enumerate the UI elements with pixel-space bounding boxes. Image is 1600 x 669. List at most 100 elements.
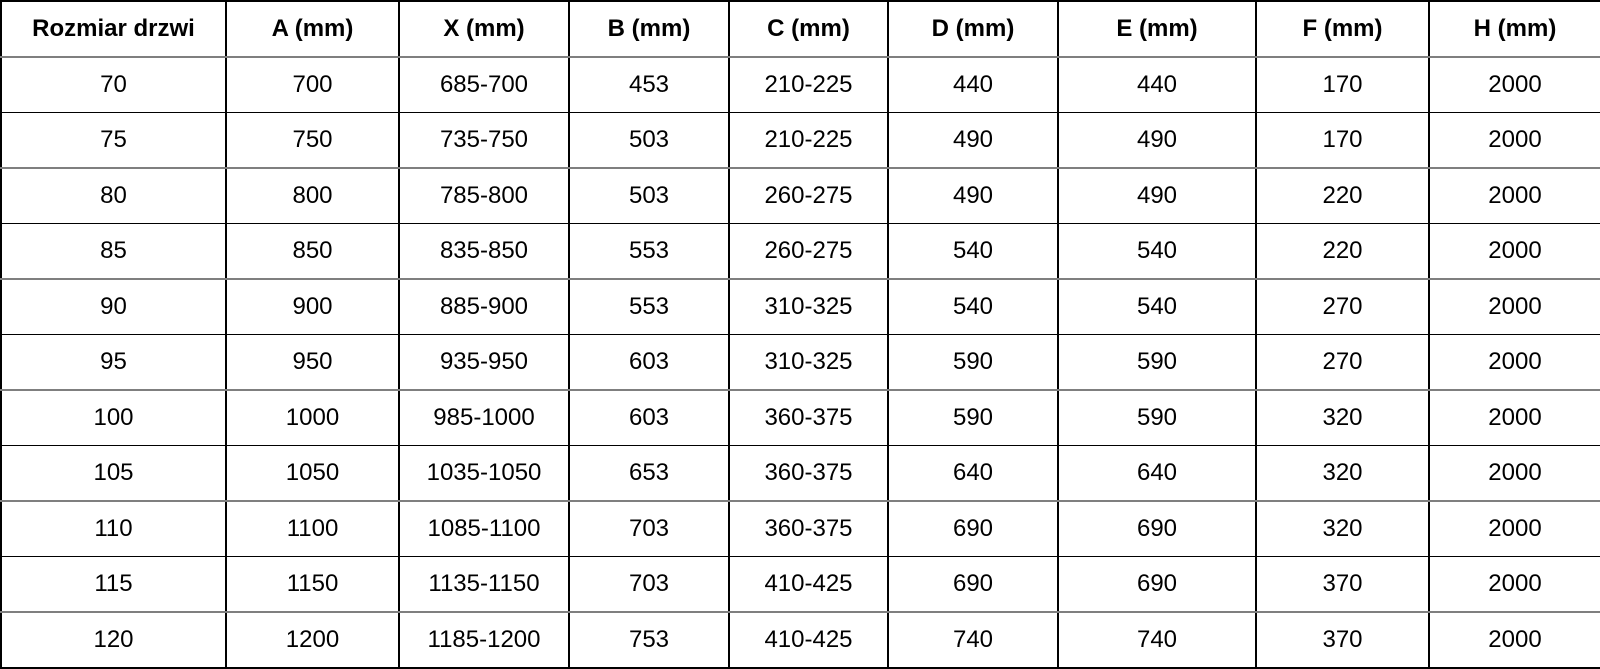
dimension-cell: 210-225 [728,112,889,169]
table-row: 115 1150 1135-1150 703 410-425 690 690 370 2000 [0,556,1600,613]
dimension-cell: 170 [1255,56,1430,113]
dimension-cell: 690 [887,556,1059,613]
dimension-cell: 2000 [1428,556,1600,613]
dimension-cell: 490 [1057,112,1257,169]
dimension-cell: 2000 [1428,611,1600,669]
dimension-cell: 653 [568,445,730,502]
dimension-cell: 210-225 [728,56,889,113]
dimension-cell: 553 [568,223,730,280]
dimension-cell: 640 [1057,445,1257,502]
dimension-cell: 320 [1255,389,1430,446]
table-row: 95 950 935-950 603 310-325 590 590 270 2000 [0,334,1600,391]
table-row: 110 1100 1085-1100 703 360-375 690 690 320 2000 [0,500,1600,557]
column-header-h: H (mm) [1428,0,1600,58]
dimension-cell: 170 [1255,112,1430,169]
dimension-cell: 1100 [225,500,400,557]
door-size-cell: 95 [0,334,227,391]
dimension-cell: 410-425 [728,556,889,613]
dimension-cell: 540 [887,223,1059,280]
dimension-cell: 2000 [1428,56,1600,113]
dimension-cell: 2000 [1428,389,1600,446]
dimension-cell: 785-800 [398,167,570,224]
dimension-cell: 900 [225,278,400,335]
table-row: 70 700 685-700 453 210-225 440 440 170 2000 [0,56,1600,113]
door-size-cell: 80 [0,167,227,224]
dimension-cell: 220 [1255,223,1430,280]
table-row: 90 900 885-900 553 310-325 540 540 270 2000 [0,278,1600,335]
dimension-cell: 590 [1057,334,1257,391]
dimension-cell: 950 [225,334,400,391]
table-row: 80 800 785-800 503 260-275 490 490 220 2000 [0,167,1600,224]
dimension-cell: 270 [1255,334,1430,391]
dimension-cell: 1200 [225,611,400,669]
table-row: 120 1200 1185-1200 753 410-425 740 740 370 2000 [0,611,1600,669]
column-header-f: F (mm) [1255,0,1430,58]
table-row: 100 1000 985-1000 603 360-375 590 590 320 2000 [0,389,1600,446]
dimension-cell: 2000 [1428,334,1600,391]
column-header-a: A (mm) [225,0,400,58]
dimension-cell: 1035-1050 [398,445,570,502]
dimension-cell: 700 [225,56,400,113]
dimension-cell: 753 [568,611,730,669]
dimension-cell: 2000 [1428,112,1600,169]
dimension-cell: 640 [887,445,1059,502]
table-header: Rozmiar drzwi A (mm) X (mm) B (mm) C (mm… [0,0,1600,58]
dimension-cell: 2000 [1428,223,1600,280]
dimension-cell: 440 [1057,56,1257,113]
dimension-cell: 985-1000 [398,389,570,446]
dimension-cell: 690 [887,500,1059,557]
column-header-d: D (mm) [887,0,1059,58]
column-header-c: C (mm) [728,0,889,58]
dimension-cell: 603 [568,334,730,391]
dimension-cell: 370 [1255,556,1430,613]
dimension-cell: 750 [225,112,400,169]
dimension-cell: 503 [568,112,730,169]
dimension-cell: 1050 [225,445,400,502]
dimension-cell: 835-850 [398,223,570,280]
dimension-cell: 310-325 [728,334,889,391]
dimension-cell: 260-275 [728,167,889,224]
dimension-cell: 540 [887,278,1059,335]
dimension-cell: 503 [568,167,730,224]
table-row: 75 750 735-750 503 210-225 490 490 170 2000 [0,112,1600,169]
dimension-cell: 310-325 [728,278,889,335]
dimension-cell: 220 [1255,167,1430,224]
door-size-cell: 75 [0,112,227,169]
door-size-cell: 110 [0,500,227,557]
dimension-cell: 360-375 [728,500,889,557]
door-size-cell: 115 [0,556,227,613]
dimension-cell: 370 [1255,611,1430,669]
dimension-cell: 540 [1057,278,1257,335]
column-header-rozmiar-drzwi: Rozmiar drzwi [0,0,227,58]
dimension-cell: 360-375 [728,445,889,502]
dimension-cell: 270 [1255,278,1430,335]
dimension-cell: 603 [568,389,730,446]
dimension-cell: 703 [568,500,730,557]
table-body: 70 700 685-700 453 210-225 440 440 170 2000 75 750… [0,56,1600,669]
door-size-cell: 85 [0,223,227,280]
dimension-cell: 703 [568,556,730,613]
dimension-cell: 590 [887,334,1059,391]
dimension-cell: 685-700 [398,56,570,113]
door-size-cell: 90 [0,278,227,335]
dimension-cell: 2000 [1428,500,1600,557]
door-size-cell: 120 [0,611,227,669]
column-header-b: B (mm) [568,0,730,58]
dimension-cell: 1150 [225,556,400,613]
door-size-cell: 100 [0,389,227,446]
dimension-cell: 320 [1255,500,1430,557]
header-row: Rozmiar drzwi A (mm) X (mm) B (mm) C (mm… [0,0,1600,58]
dimension-cell: 740 [887,611,1059,669]
column-header-e: E (mm) [1057,0,1257,58]
dimension-cell: 690 [1057,500,1257,557]
dimension-cell: 740 [1057,611,1257,669]
column-header-x: X (mm) [398,0,570,58]
dimension-cell: 553 [568,278,730,335]
dimension-cell: 2000 [1428,278,1600,335]
dimension-cell: 2000 [1428,445,1600,502]
dimension-cell: 490 [887,167,1059,224]
dimension-cell: 1085-1100 [398,500,570,557]
dimension-cell: 320 [1255,445,1430,502]
dimension-cell: 935-950 [398,334,570,391]
